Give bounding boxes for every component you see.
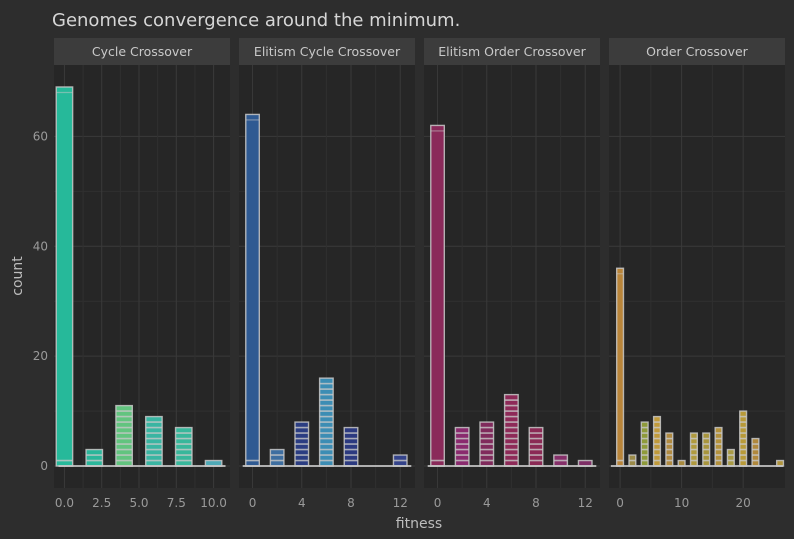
histogram-bar (528, 426, 544, 467)
x-tick-label: 20 (736, 496, 751, 510)
bar-fill (205, 460, 222, 467)
histogram-bar (553, 454, 569, 467)
histogram-bar (751, 437, 760, 467)
histogram-bar (714, 426, 723, 467)
bar-fill (175, 427, 192, 467)
y-axis-title: count (10, 256, 26, 296)
histogram-bar (503, 393, 519, 467)
x-tick-label: 4 (483, 496, 491, 510)
facet-strip-label: Elitism Order Crossover (438, 44, 586, 59)
bar-fill (430, 125, 445, 467)
bar-fill (86, 449, 103, 467)
bar-fill (455, 427, 469, 467)
histogram-bar (702, 432, 711, 467)
histogram-bar (343, 426, 359, 467)
facet-strip (424, 38, 600, 65)
x-tick-label: 12 (393, 496, 408, 510)
bar-fill (727, 449, 735, 467)
x-axis-title: fitness (396, 516, 442, 532)
histogram-bar (726, 448, 735, 467)
histogram-bar (652, 415, 662, 467)
x-tick-label: 10.0 (200, 496, 227, 510)
facet-strip (239, 38, 415, 65)
bar-fill (578, 460, 592, 467)
histogram-bar (479, 421, 495, 467)
x-tick-label: 8 (532, 496, 540, 510)
y-tick-label: 60 (33, 129, 48, 143)
facet-panel (609, 65, 785, 488)
histogram-bar (640, 421, 649, 467)
histogram-bar (689, 432, 699, 467)
x-tick-label: 0 (434, 496, 442, 510)
bar-fill (752, 438, 759, 467)
chart-title: Genomes convergence around the minimum. (52, 10, 460, 31)
facet-2: Elitism Order Crossover 0 4 8 12 (424, 38, 600, 510)
bar-fill (529, 427, 543, 467)
x-tick-label: 2.5 (92, 496, 111, 510)
bar-fill (678, 460, 685, 467)
x-tick-label: 8 (347, 496, 355, 510)
x-tick-label: 0.0 (55, 496, 74, 510)
facet-strip-label: Order Crossover (646, 44, 748, 59)
histogram-bar (294, 421, 310, 467)
x-tick-label: 0 (616, 496, 624, 510)
bar-fill (115, 405, 133, 467)
histogram-bar (318, 377, 334, 467)
histogram-bar (115, 404, 134, 467)
y-tick-label: 40 (33, 239, 48, 253)
facet-strip-label: Cycle Crossover (92, 44, 193, 59)
histogram-bar (245, 113, 261, 467)
histogram-bar (145, 415, 163, 467)
histogram-bar (430, 124, 446, 467)
facet-1: Elitism Cycle Crossover 0 4 8 12 (239, 38, 415, 510)
facet-strip (54, 38, 230, 65)
bar-fill (715, 427, 722, 467)
facet-strip-label: Elitism Cycle Crossover (254, 44, 401, 59)
bar-fill (56, 86, 73, 467)
bar-fill (776, 460, 784, 467)
facet-3: Order Crossover 0 10 20 (609, 38, 785, 510)
bar-fill (616, 268, 624, 467)
bar-fill (145, 416, 163, 467)
histogram-bar (615, 267, 625, 467)
facet-strip (609, 38, 785, 65)
x-tick-label: 7.5 (167, 496, 186, 510)
facet-panel (54, 65, 230, 488)
histogram-bar (174, 426, 193, 467)
facet-0: Cycle Crossover 0.0 2.5 5.0 7.5 10.0 (54, 38, 230, 510)
x-tick-label: 10 (674, 496, 689, 510)
histogram-bar (454, 426, 470, 467)
x-tick-label: 4 (298, 496, 306, 510)
histogram-bar (55, 86, 74, 467)
y-tick-label: 20 (33, 349, 48, 363)
y-tick-label: 0 (40, 459, 48, 473)
histogram-bar (269, 448, 285, 467)
histogram-bar (628, 454, 637, 467)
histogram-bar (392, 454, 408, 467)
histogram-bar (85, 448, 104, 467)
bar-fill (504, 394, 519, 467)
histogram-bar (739, 410, 748, 467)
bar-fill (344, 427, 358, 467)
x-tick-label: 0 (249, 496, 257, 510)
bar-fill (270, 449, 284, 467)
bar-fill (653, 416, 661, 467)
x-tick-label: 12 (578, 496, 593, 510)
x-tick-label: 5.0 (129, 496, 148, 510)
bar-fill (245, 114, 260, 467)
histogram-bar (665, 432, 674, 467)
